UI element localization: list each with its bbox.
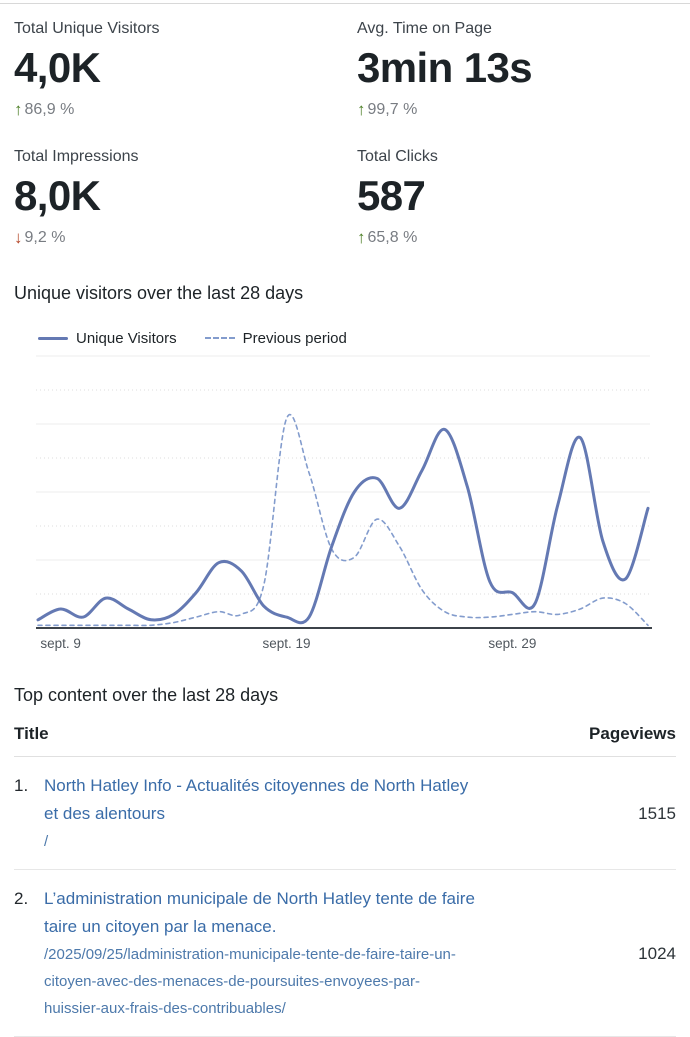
x-axis-tick-label: sept. 29 [488, 636, 536, 651]
x-axis-tick-label: sept. 9 [40, 636, 81, 651]
stat-label: Avg. Time on Page [357, 20, 492, 37]
trend-up-arrow-icon: ↑ [357, 100, 366, 119]
stat-label: Total Impressions [14, 148, 139, 165]
column-header-pageviews: Pageviews [589, 724, 676, 743]
stat-value: 8,0K [14, 172, 101, 219]
pageviews-value: 1024 [638, 943, 676, 963]
solid-line-swatch-icon [38, 336, 68, 340]
legend-item-previous-period: Previous period [204, 329, 347, 347]
content-title-link[interactable]: North Hatley Info - Actualités citoyenne… [44, 776, 469, 823]
stat-value: 3min 13s [357, 44, 533, 91]
legend-label: Unique Visitors [76, 329, 177, 347]
stat-value: 4,0K [14, 44, 101, 91]
visitors-chart-svg: sept. 9 sept. 19 sept. 29 [36, 355, 652, 651]
stat-card-total-impressions: Total Impressions 8,0K ↓ 9,2 % [14, 148, 357, 260]
stat-value: 587 [357, 172, 426, 219]
content-path-link[interactable]: / [44, 833, 49, 850]
stat-delta-value: 86,9 % [24, 101, 75, 118]
column-header-title: Title [14, 724, 49, 743]
stat-card-total-unique-visitors: Total Unique Visitors 4,0K ↑ 86,9 % [14, 20, 357, 132]
chart-legend: Unique Visitors Previous period [38, 329, 690, 347]
dashed-line-swatch-icon [204, 337, 235, 339]
stat-delta: ↓ 9,2 % [14, 228, 357, 248]
content-title-link[interactable]: L’administration municipale de North Hat… [44, 889, 475, 936]
stat-delta-value: 9,2 % [24, 229, 66, 246]
table-header-row: Title Pageviews [14, 706, 676, 757]
stat-label: Total Clicks [357, 148, 438, 165]
table-section-title: Top content over the last 28 days [14, 685, 279, 705]
table-row: 1. North Hatley Info - Actualités citoye… [14, 757, 676, 870]
content-path-link[interactable]: /2025/09/25/ladministration-municipale-t… [44, 946, 456, 1017]
pageviews-value: 1515 [638, 803, 676, 823]
table-row: 2. L’administration municipale de North … [14, 870, 676, 1037]
stat-card-total-clicks: Total Clicks 587 ↑ 65,8 % [357, 148, 676, 260]
row-title-cell: L’administration municipale de North Hat… [44, 885, 476, 1022]
visitors-line-chart: sept. 9 sept. 19 sept. 29 [0, 350, 690, 660]
page-top-divider [0, 0, 690, 4]
trend-down-arrow-icon: ↓ [14, 228, 23, 247]
trend-up-arrow-icon: ↑ [357, 228, 366, 247]
trend-up-arrow-icon: ↑ [14, 100, 23, 119]
stat-delta: ↑ 65,8 % [357, 228, 676, 248]
chart-section-title: Unique visitors over the last 28 days [14, 283, 304, 303]
stat-delta: ↑ 86,9 % [14, 100, 357, 120]
row-title-cell: North Hatley Info - Actualités citoyenne… [44, 772, 476, 855]
stat-delta-value: 99,7 % [367, 101, 418, 118]
row-rank: 2. [14, 889, 29, 908]
stat-delta: ↑ 99,7 % [357, 100, 676, 120]
top-content-section: Top content over the last 28 days Title … [0, 684, 690, 1037]
stats-grid: Total Unique Visitors 4,0K ↑ 86,9 % Avg.… [0, 4, 690, 276]
stat-card-avg-time-on-page: Avg. Time on Page 3min 13s ↑ 99,7 % [357, 20, 676, 132]
stat-label: Total Unique Visitors [14, 20, 160, 37]
x-axis-tick-label: sept. 19 [262, 636, 310, 651]
row-rank: 1. [14, 776, 29, 795]
legend-item-unique-visitors: Unique Visitors [38, 330, 177, 347]
legend-label: Previous period [242, 329, 347, 347]
stat-delta-value: 65,8 % [367, 229, 418, 246]
